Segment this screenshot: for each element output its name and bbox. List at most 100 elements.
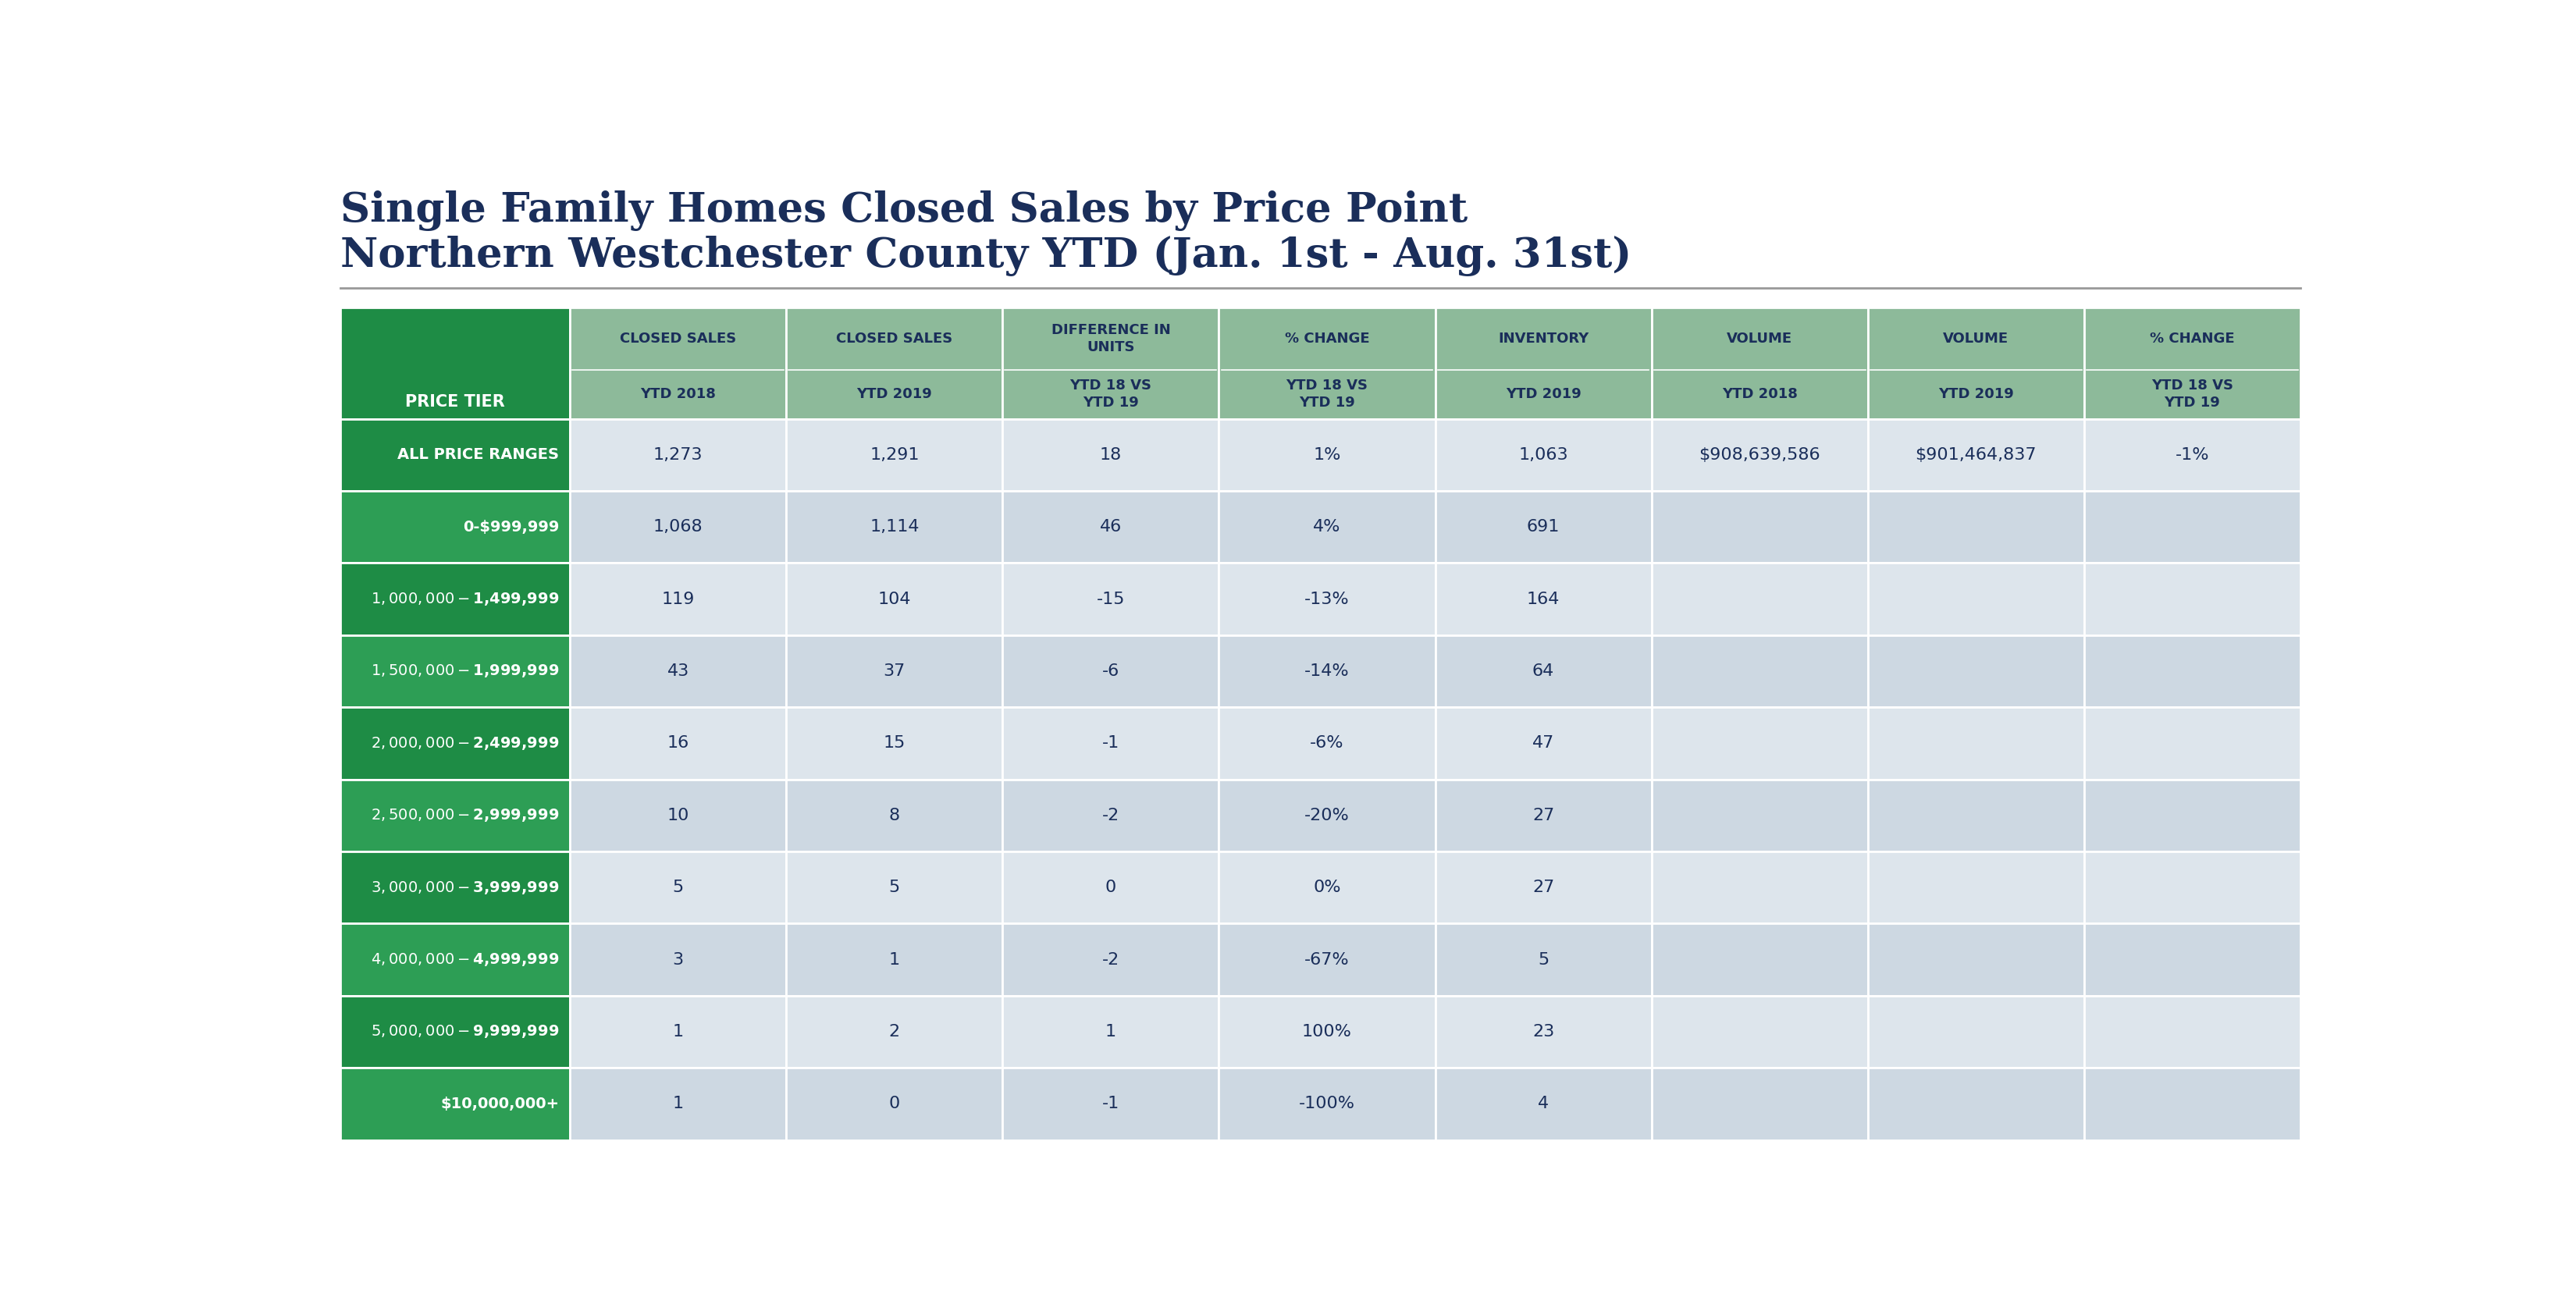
Bar bbox=[1002, 995, 1218, 1068]
Text: 0: 0 bbox=[1105, 879, 1115, 895]
Bar bbox=[1868, 924, 2084, 995]
Text: PRICE TIER: PRICE TIER bbox=[404, 394, 505, 410]
Text: CLOSED SALES: CLOSED SALES bbox=[837, 332, 953, 346]
Bar bbox=[1435, 995, 1651, 1068]
Bar bbox=[1002, 490, 1218, 563]
Bar bbox=[2084, 851, 2300, 924]
Bar bbox=[340, 708, 569, 779]
Text: -6: -6 bbox=[1103, 664, 1121, 679]
Text: 10: 10 bbox=[667, 808, 690, 824]
Bar bbox=[786, 851, 1002, 924]
Text: 18: 18 bbox=[1100, 448, 1121, 463]
Bar bbox=[569, 779, 786, 851]
Bar bbox=[786, 779, 1002, 851]
Bar bbox=[569, 924, 786, 995]
Bar bbox=[1002, 563, 1218, 635]
Bar bbox=[1868, 563, 2084, 635]
Text: -6%: -6% bbox=[1311, 735, 1345, 751]
Bar bbox=[569, 307, 786, 419]
Bar bbox=[569, 995, 786, 1068]
Bar bbox=[569, 563, 786, 635]
Text: 27: 27 bbox=[1533, 879, 1553, 895]
Bar bbox=[1868, 635, 2084, 708]
Text: -14%: -14% bbox=[1303, 664, 1350, 679]
Bar bbox=[1002, 419, 1218, 490]
Text: -1: -1 bbox=[1103, 735, 1121, 751]
Text: -2: -2 bbox=[1103, 808, 1121, 824]
Text: -67%: -67% bbox=[1303, 952, 1350, 968]
Text: 1,068: 1,068 bbox=[654, 519, 703, 535]
Bar bbox=[340, 851, 569, 924]
Bar bbox=[1435, 307, 1651, 419]
Text: 1: 1 bbox=[889, 952, 899, 968]
Bar bbox=[1868, 779, 2084, 851]
Bar bbox=[2084, 307, 2300, 419]
Bar bbox=[340, 635, 569, 708]
Text: 0-$999,999: 0-$999,999 bbox=[464, 519, 559, 535]
Bar bbox=[340, 924, 569, 995]
Text: YTD 2018: YTD 2018 bbox=[641, 388, 716, 401]
Text: $3,000,000 - $3,999,999: $3,000,000 - $3,999,999 bbox=[371, 879, 559, 895]
Bar bbox=[1218, 307, 1435, 419]
Text: 0%: 0% bbox=[1314, 879, 1342, 895]
Bar bbox=[1651, 563, 1868, 635]
Text: 37: 37 bbox=[884, 664, 907, 679]
Bar bbox=[1868, 1068, 2084, 1140]
Text: 5: 5 bbox=[889, 879, 899, 895]
Bar bbox=[569, 1068, 786, 1140]
Bar bbox=[1002, 779, 1218, 851]
Bar bbox=[1435, 419, 1651, 490]
Text: 1: 1 bbox=[672, 1095, 683, 1111]
Text: 15: 15 bbox=[884, 735, 907, 751]
Bar bbox=[1002, 307, 1218, 419]
Text: $2,500,000 - $2,999,999: $2,500,000 - $2,999,999 bbox=[371, 807, 559, 824]
Text: $2,000,000 - $2,499,999: $2,000,000 - $2,499,999 bbox=[371, 735, 559, 752]
Text: VOLUME: VOLUME bbox=[1942, 332, 2009, 346]
Text: YTD 18 VS
YTD 19: YTD 18 VS YTD 19 bbox=[1069, 379, 1151, 410]
Bar bbox=[1218, 635, 1435, 708]
Text: 100%: 100% bbox=[1301, 1024, 1352, 1039]
Text: Single Family Homes Closed Sales by Price Point: Single Family Homes Closed Sales by Pric… bbox=[340, 190, 1468, 232]
Text: 5: 5 bbox=[672, 879, 683, 895]
Text: -2: -2 bbox=[1103, 952, 1121, 968]
Text: YTD 18 VS
YTD 19: YTD 18 VS YTD 19 bbox=[2151, 379, 2233, 410]
Bar bbox=[786, 563, 1002, 635]
Bar bbox=[1651, 779, 1868, 851]
Bar bbox=[1435, 563, 1651, 635]
Text: 23: 23 bbox=[1533, 1024, 1553, 1039]
Bar bbox=[1218, 1068, 1435, 1140]
Bar bbox=[340, 995, 569, 1068]
Bar bbox=[2084, 924, 2300, 995]
Text: 64: 64 bbox=[1533, 664, 1553, 679]
Text: -1: -1 bbox=[1103, 1095, 1121, 1111]
Bar bbox=[1868, 307, 2084, 419]
Bar bbox=[1218, 924, 1435, 995]
Text: $908,639,586: $908,639,586 bbox=[1698, 448, 1821, 463]
Text: -13%: -13% bbox=[1303, 591, 1350, 606]
Bar bbox=[1435, 851, 1651, 924]
Text: CLOSED SALES: CLOSED SALES bbox=[621, 332, 737, 346]
Text: 1,114: 1,114 bbox=[871, 519, 920, 535]
Text: $4,000,000 - $4,999,999: $4,000,000 - $4,999,999 bbox=[371, 951, 559, 968]
Bar bbox=[2084, 635, 2300, 708]
Bar bbox=[1218, 563, 1435, 635]
Text: DIFFERENCE IN
UNITS: DIFFERENCE IN UNITS bbox=[1051, 323, 1170, 354]
Bar bbox=[1651, 490, 1868, 563]
Bar bbox=[786, 995, 1002, 1068]
Text: % CHANGE: % CHANGE bbox=[1285, 332, 1370, 346]
Text: Northern Westchester County YTD (Jan. 1st - Aug. 31st): Northern Westchester County YTD (Jan. 1s… bbox=[340, 235, 1631, 276]
Text: $1,000,000 - $1,499,999: $1,000,000 - $1,499,999 bbox=[371, 591, 559, 608]
Text: -20%: -20% bbox=[1303, 808, 1350, 824]
Bar bbox=[1218, 419, 1435, 490]
Text: VOLUME: VOLUME bbox=[1726, 332, 1793, 346]
Bar bbox=[786, 1068, 1002, 1140]
Bar bbox=[569, 635, 786, 708]
Bar bbox=[1002, 924, 1218, 995]
Bar bbox=[1218, 995, 1435, 1068]
Text: 1,291: 1,291 bbox=[871, 448, 920, 463]
Text: 16: 16 bbox=[667, 735, 690, 751]
Bar bbox=[786, 307, 1002, 419]
Bar bbox=[1218, 708, 1435, 779]
Bar bbox=[340, 563, 569, 635]
Bar bbox=[2084, 995, 2300, 1068]
